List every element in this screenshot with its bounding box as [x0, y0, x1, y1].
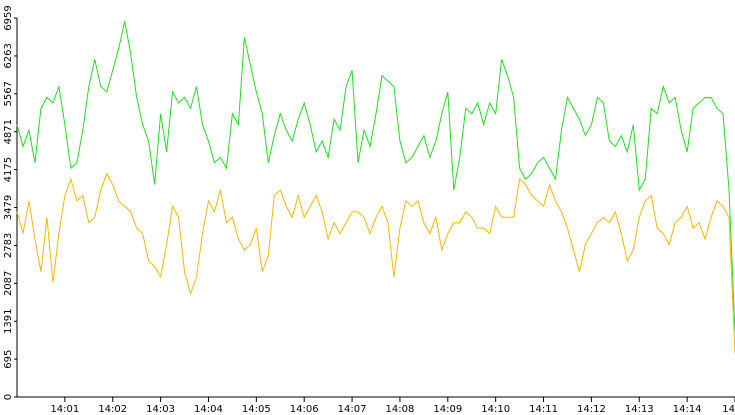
x-tick-label: 14:05 [242, 404, 271, 415]
y-tick-label: 2783 [3, 233, 14, 258]
y-tick-label: 6959 [3, 5, 14, 30]
x-tick-label: 14:11 [529, 404, 558, 415]
x-tick-label: 14:12 [577, 404, 606, 415]
x-tick-label: 14:09 [433, 404, 462, 415]
x-tick-label: 14 [722, 404, 735, 415]
y-tick-label: 0 [3, 394, 14, 400]
x-tick-label: 14:07 [338, 404, 367, 415]
x-tick-label: 14:02 [98, 404, 127, 415]
y-tick-label: 1391 [3, 309, 14, 334]
y-tick-label: 5567 [3, 81, 14, 106]
y-tick-label: 3479 [3, 195, 14, 220]
y-tick-label: 695 [3, 350, 14, 369]
x-tick-label: 14:14 [673, 404, 702, 415]
y-tick-label: 4175 [3, 157, 14, 182]
x-tick-label: 14:01 [50, 404, 79, 415]
x-tick-label: 14:13 [625, 404, 654, 415]
y-tick-label: 4871 [3, 119, 14, 144]
series-line [16, 172, 735, 354]
x-tick-label: 14:04 [194, 404, 223, 415]
series-line [16, 21, 735, 332]
x-tick-label: 14:08 [386, 404, 415, 415]
x-tick-label: 14:03 [146, 404, 175, 415]
x-tick-label: 14:10 [481, 404, 510, 415]
y-tick-label: 6263 [3, 43, 14, 68]
x-tick-label: 14:06 [290, 404, 319, 415]
y-tick-label: 2087 [3, 271, 14, 296]
